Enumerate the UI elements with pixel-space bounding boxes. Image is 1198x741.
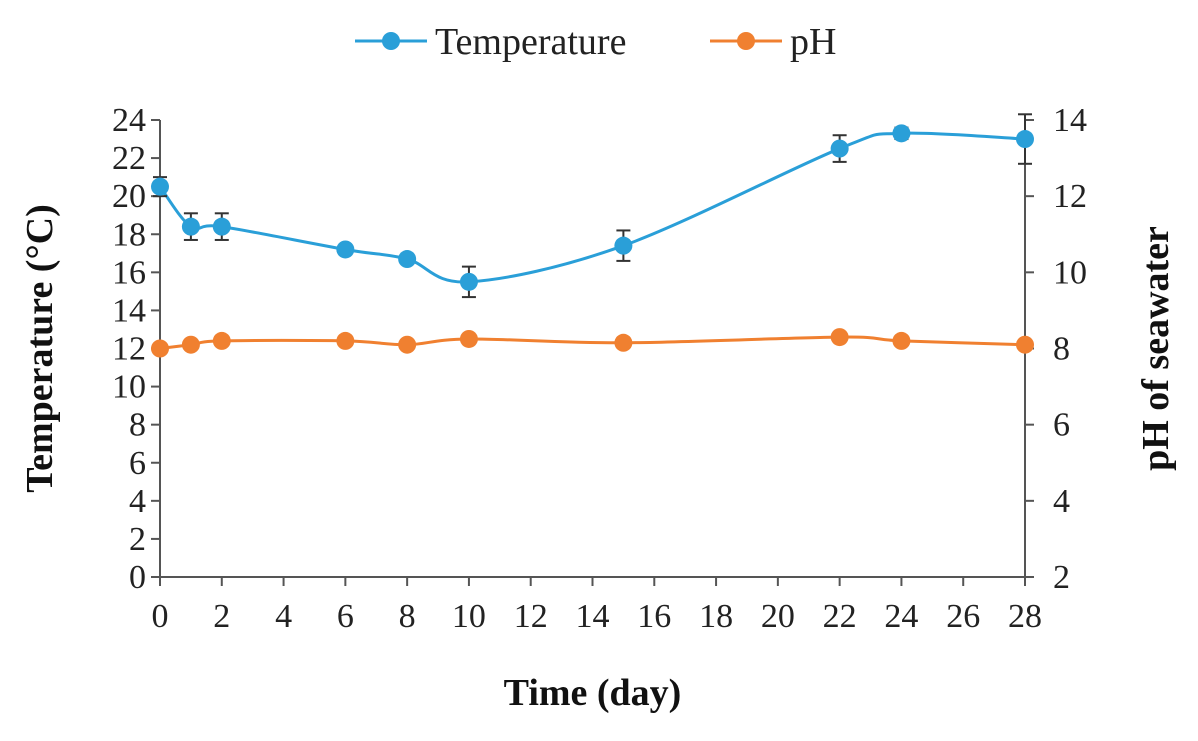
- series-line-temperature: [158, 131, 1026, 284]
- data-point-temperature: [151, 177, 169, 196]
- data-point-ph: [398, 335, 417, 354]
- x-tick-label: 12: [514, 598, 548, 635]
- x-axis-title: Time (day): [504, 672, 682, 714]
- y-left-tick-label: 6: [129, 445, 146, 482]
- x-tick-label: 14: [576, 598, 610, 635]
- y-right-tick-label: 12: [1053, 178, 1087, 215]
- x-tick-label: 8: [399, 598, 416, 635]
- data-point-ph: [892, 331, 911, 350]
- x-tick-label: 0: [152, 598, 169, 635]
- data-point-ph: [459, 329, 478, 348]
- data-point-ph: [1016, 335, 1034, 354]
- y-left-tick-label: 24: [112, 102, 146, 139]
- legend-marker: [382, 32, 400, 50]
- y-left-tick-label: 20: [112, 178, 146, 215]
- data-point-ph: [336, 331, 355, 350]
- legend-label: Temperature: [435, 21, 626, 63]
- x-tick-label: 28: [1008, 598, 1042, 635]
- legend-label: pH: [790, 21, 836, 63]
- y-right-tick-label: 14: [1053, 102, 1087, 139]
- legend-entry-temperature: Temperature: [355, 21, 626, 63]
- x-tick-label: 20: [761, 598, 795, 635]
- x-tick-label: 4: [275, 598, 292, 635]
- data-point-temperature: [336, 240, 355, 259]
- data-point-ph: [181, 335, 200, 354]
- legend-entry-ph: pH: [710, 21, 836, 63]
- y-left-tick-label: 8: [129, 407, 146, 444]
- data-point-ph: [151, 339, 169, 358]
- series-ph: [151, 328, 1034, 358]
- series-layer: [151, 113, 1034, 358]
- y-left-tick-label: 12: [112, 331, 146, 368]
- y-right-tick-label: 8: [1053, 331, 1070, 368]
- y-left-tick-label: 2: [129, 521, 146, 558]
- y-axis-left-title: Temperature (°C): [19, 204, 61, 493]
- y-right-tick-label: 2: [1053, 559, 1070, 596]
- y-right-tick-label: 4: [1053, 483, 1070, 520]
- data-point-temperature: [398, 250, 417, 269]
- data-point-temperature: [459, 272, 478, 291]
- y-left-tick-label: 14: [112, 292, 146, 329]
- y-axis-right-title: pH of seawater: [1135, 226, 1177, 471]
- data-point-ph: [212, 331, 231, 350]
- data-point-temperature: [212, 217, 231, 236]
- y-right-tick-label: 6: [1053, 407, 1070, 444]
- x-tick-label: 24: [884, 598, 918, 635]
- x-tick-label: 26: [946, 598, 980, 635]
- y-left-tick-label: 4: [129, 483, 146, 520]
- data-point-ph: [830, 328, 849, 347]
- legend: Temperature pH: [355, 21, 836, 63]
- y-left-tick-label: 10: [112, 369, 146, 406]
- data-point-temperature: [830, 139, 849, 158]
- y-right-tick-label: 10: [1053, 254, 1087, 291]
- x-tick-label: 6: [337, 598, 354, 635]
- x-tick-label: 22: [823, 598, 857, 635]
- series-temperature: [151, 113, 1034, 299]
- x-tick-label: 16: [637, 598, 671, 635]
- axes: 0 2 4 6 8 10 12 14 16 18 20 22 24 26 28024681012141618…: [112, 102, 1087, 635]
- data-point-ph: [614, 333, 633, 352]
- y-left-tick-label: 16: [112, 254, 146, 291]
- x-tick-label: 18: [699, 598, 733, 635]
- x-tick-label: 2: [213, 598, 230, 635]
- data-point-temperature: [892, 124, 911, 143]
- y-left-tick-label: 0: [129, 559, 146, 596]
- y-left-tick-label: 22: [112, 140, 146, 177]
- y-left-tick-label: 18: [112, 216, 146, 253]
- legend-marker: [737, 32, 755, 50]
- data-point-temperature: [614, 236, 633, 255]
- data-point-temperature: [1016, 130, 1034, 149]
- data-point-temperature: [181, 217, 200, 236]
- x-tick-label: 10: [452, 598, 486, 635]
